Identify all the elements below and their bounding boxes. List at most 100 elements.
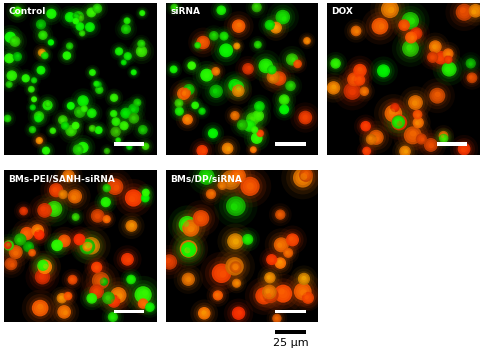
Circle shape (170, 67, 176, 72)
Circle shape (89, 10, 94, 15)
Circle shape (262, 270, 278, 285)
Circle shape (124, 142, 134, 152)
Circle shape (392, 104, 398, 111)
Circle shape (112, 289, 124, 301)
Circle shape (63, 11, 77, 24)
Circle shape (186, 246, 192, 252)
Circle shape (124, 52, 132, 60)
Circle shape (350, 26, 362, 36)
Circle shape (142, 302, 146, 306)
Circle shape (214, 69, 218, 74)
Circle shape (43, 147, 49, 154)
Circle shape (137, 8, 147, 18)
Circle shape (76, 239, 80, 243)
Circle shape (32, 98, 35, 101)
Circle shape (220, 8, 224, 12)
Circle shape (82, 237, 100, 254)
Circle shape (182, 82, 196, 97)
Circle shape (248, 144, 259, 156)
Circle shape (246, 122, 252, 128)
Circle shape (264, 63, 269, 68)
Circle shape (272, 235, 291, 254)
Circle shape (32, 198, 57, 223)
Circle shape (470, 75, 474, 81)
Circle shape (283, 97, 286, 101)
Circle shape (227, 108, 243, 124)
Circle shape (136, 38, 146, 49)
Circle shape (358, 67, 362, 72)
Circle shape (58, 294, 66, 302)
Circle shape (117, 293, 122, 299)
Circle shape (28, 194, 61, 227)
Circle shape (64, 271, 81, 288)
Circle shape (382, 105, 417, 140)
Circle shape (288, 276, 318, 307)
Circle shape (252, 110, 264, 122)
Circle shape (6, 259, 16, 269)
Circle shape (288, 54, 307, 74)
Circle shape (260, 61, 271, 71)
Circle shape (24, 76, 28, 80)
Circle shape (4, 257, 18, 270)
Circle shape (217, 41, 235, 59)
Circle shape (46, 102, 49, 105)
Circle shape (275, 316, 278, 320)
Circle shape (354, 28, 358, 33)
Circle shape (238, 121, 246, 129)
Circle shape (88, 25, 92, 30)
Circle shape (224, 75, 246, 96)
Circle shape (296, 285, 310, 298)
Circle shape (80, 239, 95, 254)
Circle shape (278, 289, 287, 298)
Circle shape (8, 245, 22, 259)
Text: siRNA: siRNA (170, 7, 200, 17)
Circle shape (62, 121, 81, 140)
Circle shape (15, 10, 18, 14)
Circle shape (221, 45, 232, 56)
Circle shape (252, 125, 268, 142)
Circle shape (202, 310, 206, 315)
Circle shape (8, 72, 16, 80)
Circle shape (211, 86, 221, 96)
Circle shape (202, 172, 210, 181)
Circle shape (4, 32, 16, 43)
Circle shape (438, 132, 450, 144)
Circle shape (28, 224, 50, 246)
Circle shape (221, 170, 240, 190)
Circle shape (136, 297, 150, 310)
Circle shape (143, 190, 148, 195)
Circle shape (92, 83, 106, 97)
Circle shape (264, 228, 298, 261)
Circle shape (395, 142, 415, 161)
Circle shape (114, 185, 119, 191)
Circle shape (32, 254, 57, 279)
Circle shape (40, 70, 42, 73)
Circle shape (198, 146, 206, 155)
Circle shape (271, 312, 283, 325)
Circle shape (294, 61, 301, 67)
Circle shape (297, 166, 315, 184)
Circle shape (227, 302, 250, 325)
Circle shape (58, 119, 72, 133)
Circle shape (32, 106, 34, 109)
Circle shape (54, 230, 76, 252)
Circle shape (178, 89, 188, 99)
Circle shape (239, 123, 243, 127)
Circle shape (290, 57, 305, 71)
Circle shape (206, 62, 226, 81)
Circle shape (58, 46, 76, 65)
Circle shape (183, 90, 188, 96)
Circle shape (82, 107, 86, 111)
Circle shape (384, 98, 405, 118)
Circle shape (32, 133, 48, 149)
Circle shape (253, 128, 256, 132)
Circle shape (69, 276, 76, 283)
Circle shape (392, 115, 405, 129)
Circle shape (91, 78, 102, 89)
Circle shape (128, 67, 139, 77)
Circle shape (368, 137, 374, 142)
Circle shape (96, 276, 105, 285)
Circle shape (406, 16, 414, 25)
Circle shape (204, 25, 225, 46)
Circle shape (256, 104, 262, 109)
